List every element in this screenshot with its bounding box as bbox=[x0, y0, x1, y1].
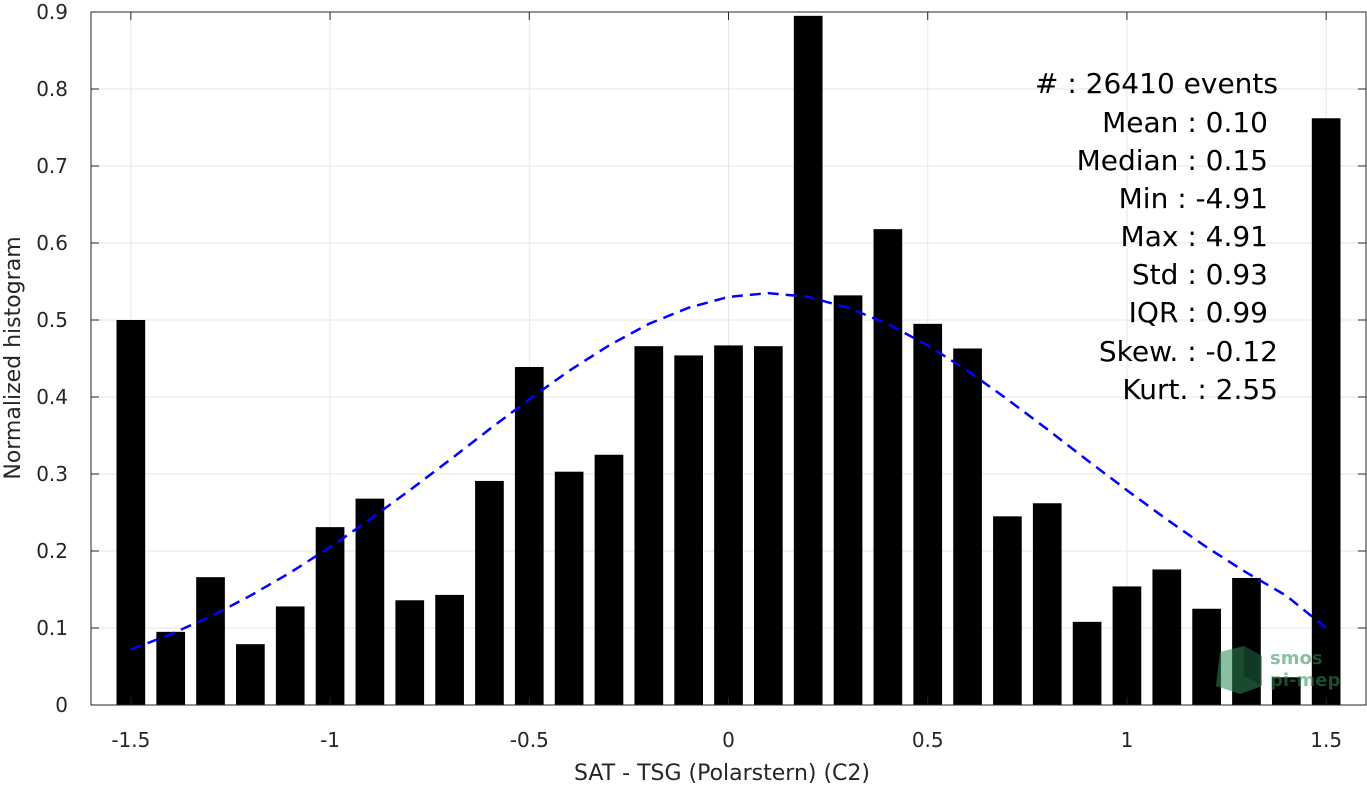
histogram-bar bbox=[793, 15, 823, 706]
histogram-bar bbox=[1152, 569, 1182, 705]
stats-iqr: IQR : 0.99 bbox=[1129, 296, 1268, 329]
x-tick-label: -1 bbox=[320, 728, 340, 752]
watermark-line1: smos bbox=[1270, 648, 1323, 669]
y-tick-label: 0.8 bbox=[36, 77, 68, 101]
histogram-bar bbox=[1032, 503, 1062, 705]
y-tick-label: 0.9 bbox=[36, 0, 68, 24]
stats-median: Median : 0.15 bbox=[1077, 144, 1268, 177]
x-tick-label: -0.5 bbox=[510, 728, 549, 752]
histogram-bar bbox=[355, 498, 385, 705]
histogram-bar bbox=[1192, 608, 1221, 705]
y-tick-label: 0.5 bbox=[36, 308, 68, 332]
histogram-bar bbox=[913, 323, 943, 705]
histogram-bar bbox=[634, 346, 664, 705]
histogram-bar bbox=[754, 346, 783, 705]
bars bbox=[116, 15, 1341, 706]
histogram-bar bbox=[275, 606, 305, 705]
stats-count: # : 26410 events bbox=[1035, 67, 1278, 100]
histogram-bar bbox=[156, 631, 186, 705]
stats-std: Std : 0.93 bbox=[1132, 258, 1268, 291]
stats-mean: Mean : 0.10 bbox=[1102, 106, 1268, 139]
histogram-bar bbox=[953, 348, 982, 705]
y-tick-label: 0.3 bbox=[36, 462, 68, 486]
x-tick-label: 0.5 bbox=[912, 728, 944, 752]
y-tick-label: 0 bbox=[55, 693, 68, 717]
histogram-bar bbox=[1072, 621, 1102, 705]
histogram-bar bbox=[714, 345, 743, 705]
histogram-bar bbox=[475, 480, 504, 705]
smos-pimep-watermark: smos pi-mep bbox=[1216, 646, 1340, 694]
stats-max: Max : 4.91 bbox=[1121, 220, 1268, 253]
histogram-bar bbox=[1271, 677, 1301, 705]
x-axis-title: SAT - TSG (Polarstern) (C2) bbox=[574, 761, 870, 785]
y-axis-title: Normalized histogram bbox=[1, 236, 26, 479]
x-tick-label: 1 bbox=[1121, 728, 1134, 752]
histogram-bar bbox=[395, 600, 425, 705]
histogram-bar bbox=[1311, 118, 1341, 705]
histogram-bar bbox=[873, 229, 903, 705]
histogram-bar bbox=[554, 471, 584, 705]
x-tick-label: 0 bbox=[722, 728, 735, 752]
histogram-bar bbox=[236, 644, 265, 705]
y-tick-label: 0.1 bbox=[36, 616, 68, 640]
histogram-bar bbox=[315, 527, 345, 705]
y-tick-label: 0.6 bbox=[36, 231, 68, 255]
histogram-bar bbox=[196, 577, 225, 705]
histogram-bar bbox=[833, 295, 863, 705]
histogram-bar bbox=[594, 454, 624, 705]
histogram-bar bbox=[435, 594, 464, 705]
histogram-bar bbox=[993, 516, 1022, 705]
y-tick-label: 0.7 bbox=[36, 154, 68, 178]
histogram-bar bbox=[514, 366, 544, 705]
x-tick-label: 1.5 bbox=[1310, 728, 1342, 752]
stats-min: Min : -4.91 bbox=[1119, 182, 1268, 215]
x-tick-label: -1.5 bbox=[111, 728, 150, 752]
stats-skew: Skew. : -0.12 bbox=[1099, 335, 1278, 368]
histogram-bar bbox=[1112, 586, 1142, 705]
axis-ticks: -1.5 -1 -0.5 0 0.5 1 1.5 0 0.1 0.2 0.3 0.4 0.5 0.6 0.7… bbox=[36, 0, 1366, 752]
stats-box: # : 26410 events Mean : 0.10 Median : 0.… bbox=[1035, 67, 1278, 406]
stats-kurt: Kurt. : 2.55 bbox=[1122, 373, 1278, 406]
y-tick-label: 0.2 bbox=[36, 539, 68, 563]
normal-fit-curve bbox=[130, 291, 1327, 651]
histogram-bar bbox=[674, 355, 703, 705]
watermark-line2: pi-mep bbox=[1270, 670, 1340, 691]
histogram-bar bbox=[116, 320, 146, 705]
cube-logo-shade-icon bbox=[1244, 646, 1262, 686]
y-tick-label: 0.4 bbox=[36, 385, 68, 409]
